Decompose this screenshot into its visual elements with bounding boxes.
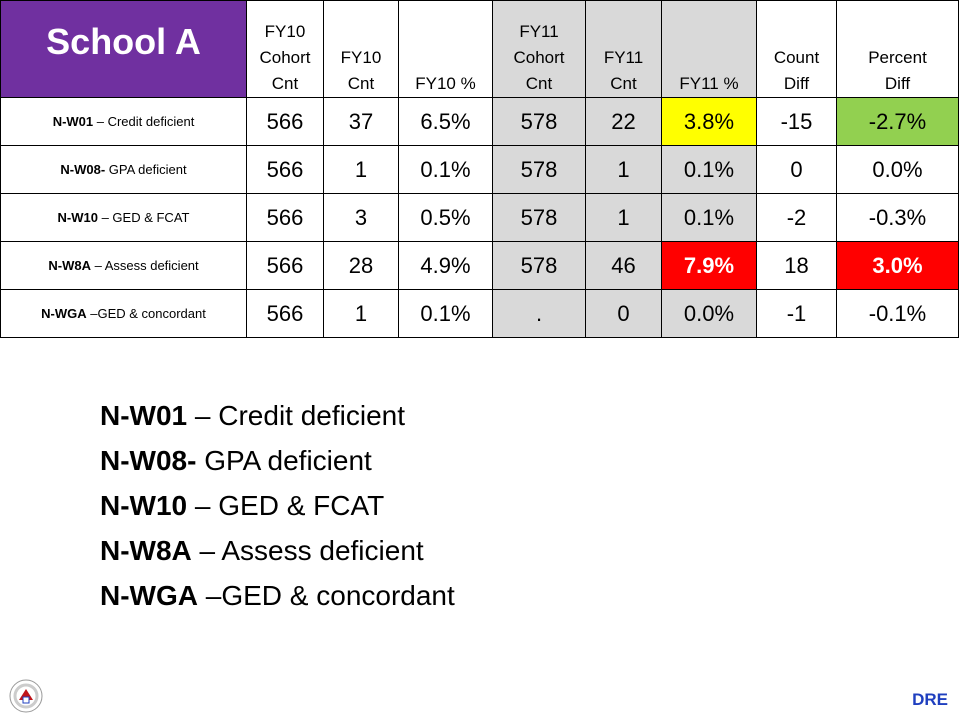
- table-row: N-W01 – Credit deficient 566 37 6.5% 578…: [0, 97, 959, 146]
- code-legend: N-W01 – Credit deficient N-W08- GPA defi…: [100, 393, 455, 618]
- cell-percent-diff: 3.0%: [836, 241, 959, 290]
- header-fy10-pct: FY10 %: [398, 0, 493, 98]
- header-fy11-cohort-cnt: FY11 Cohort Cnt: [492, 0, 586, 98]
- cell-fy10-cnt: 28: [323, 241, 399, 290]
- cell-fy10-cnt: 37: [323, 97, 399, 146]
- cell-fy11-cnt: 1: [585, 193, 662, 242]
- school-district-seal-icon: [9, 679, 43, 713]
- footer-label: DRE: [912, 690, 948, 709]
- table-row: N-W08- GPA deficient 566 1 0.1% 578 1 0.…: [0, 145, 959, 194]
- legend-item: N-W10 – GED & FCAT: [100, 490, 385, 521]
- cell-fy10-cohort: 566: [246, 145, 324, 194]
- cell-percent-diff: -0.1%: [836, 289, 959, 338]
- legend-item: N-W08- GPA deficient: [100, 445, 372, 476]
- cell-fy10-pct: 0.5%: [398, 193, 493, 242]
- row-label: N-W01 – Credit deficient: [0, 97, 247, 146]
- cell-fy11-pct: 3.8%: [661, 97, 757, 146]
- cell-fy11-pct: 7.9%: [661, 241, 757, 290]
- row-label: N-W08- GPA deficient: [0, 145, 247, 194]
- row-label: N-W10 – GED & FCAT: [0, 193, 247, 242]
- cell-percent-diff: -0.3%: [836, 193, 959, 242]
- table-title: School A: [0, 0, 247, 98]
- cell-fy10-pct: 0.1%: [398, 289, 493, 338]
- header-percent-diff: Percent Diff: [836, 0, 959, 98]
- cell-fy10-cohort: 566: [246, 241, 324, 290]
- legend-item: N-WGA –GED & concordant: [100, 580, 455, 611]
- cell-fy11-cohort: .: [492, 289, 586, 338]
- cell-count-diff: 0: [756, 145, 837, 194]
- cell-fy10-cnt: 1: [323, 289, 399, 338]
- cell-fy11-pct: 0.1%: [661, 145, 757, 194]
- header-row: School A FY10 Cohort Cnt FY10 Cnt FY10 % FY…: [0, 0, 959, 98]
- table-row: N-W10 – GED & FCAT 566 3 0.5% 578 1 0.1%…: [0, 193, 959, 242]
- table-row: N-W8A – Assess deficient 566 28 4.9% 578…: [0, 241, 959, 290]
- cell-fy11-cohort: 578: [492, 193, 586, 242]
- table-row: N-WGA –GED & concordant 566 1 0.1% . 0 0…: [0, 289, 959, 338]
- cell-fy11-cohort: 578: [492, 97, 586, 146]
- cell-fy11-pct: 0.1%: [661, 193, 757, 242]
- cell-fy10-cohort: 566: [246, 289, 324, 338]
- cell-count-diff: -2: [756, 193, 837, 242]
- cell-fy10-cohort: 566: [246, 193, 324, 242]
- cell-fy11-cnt: 46: [585, 241, 662, 290]
- row-label: N-W8A – Assess deficient: [0, 241, 247, 290]
- cell-fy11-cohort: 578: [492, 145, 586, 194]
- cell-fy10-pct: 4.9%: [398, 241, 493, 290]
- cell-fy10-cnt: 3: [323, 193, 399, 242]
- cell-fy11-cnt: 1: [585, 145, 662, 194]
- header-fy10-cnt: FY10 Cnt: [323, 0, 399, 98]
- legend-item: N-W01 – Credit deficient: [100, 400, 406, 431]
- header-fy11-pct: FY11 %: [661, 0, 757, 98]
- header-fy11-cnt: FY11 Cnt: [585, 0, 662, 98]
- header-fy10-cohort-cnt: FY10 Cohort Cnt: [246, 0, 324, 98]
- cell-fy11-cnt: 22: [585, 97, 662, 146]
- cell-fy10-pct: 0.1%: [398, 145, 493, 194]
- legend-item: N-W8A – Assess deficient: [100, 535, 424, 566]
- cell-percent-diff: -2.7%: [836, 97, 959, 146]
- cell-count-diff: 18: [756, 241, 837, 290]
- row-label: N-WGA –GED & concordant: [0, 289, 247, 338]
- cell-fy11-cohort: 578: [492, 241, 586, 290]
- cell-percent-diff: 0.0%: [836, 145, 959, 194]
- header-count-diff: Count Diff: [756, 0, 837, 98]
- cell-fy10-cohort: 566: [246, 97, 324, 146]
- cell-fy10-cnt: 1: [323, 145, 399, 194]
- cell-count-diff: -1: [756, 289, 837, 338]
- cell-fy11-cnt: 0: [585, 289, 662, 338]
- data-table: School A FY10 Cohort Cnt FY10 Cnt FY10 % FY…: [0, 0, 959, 338]
- cell-fy11-pct: 0.0%: [661, 289, 757, 338]
- cell-count-diff: -15: [756, 97, 837, 146]
- cell-fy10-pct: 6.5%: [398, 97, 493, 146]
